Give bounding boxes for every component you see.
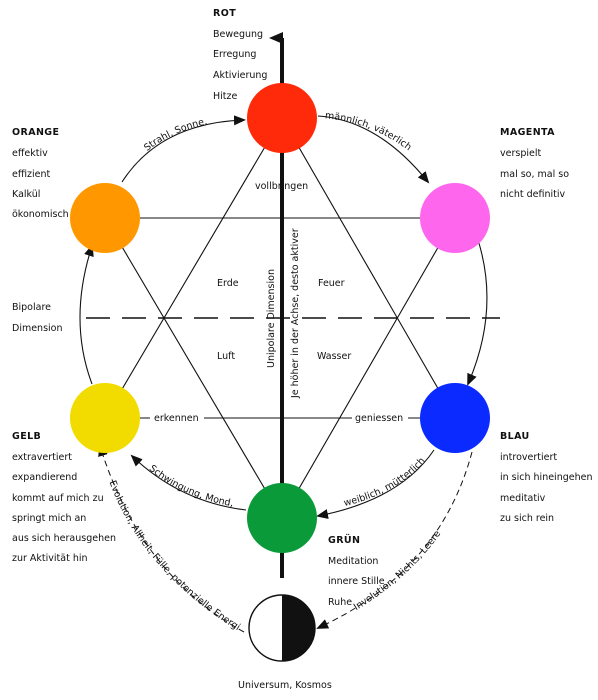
blau-title: BLAU — [500, 431, 530, 442]
rot-line-3: Aktivierung — [213, 70, 267, 81]
magenta-line-2: mal so, mal so — [500, 169, 569, 180]
element-erde: Erde — [217, 278, 239, 289]
magenta-line-1: verspielt — [500, 148, 541, 159]
orange-line-4: ökonomisch — [12, 209, 69, 220]
blau-line-3: meditativ — [500, 493, 546, 504]
triangle-rot-gelb-blau — [104, 116, 456, 419]
element-luft: Luft — [217, 351, 235, 362]
arc-label-maennlich: männlich, väterlich — [324, 110, 413, 153]
arc-gelb-orange — [79, 244, 94, 385]
kosmos-half-circle-icon — [248, 594, 316, 662]
arc-label-weiblich: weiblich, mütterlich — [343, 456, 428, 509]
node-gruen — [247, 483, 317, 553]
rot-line-4: Hitze — [213, 91, 237, 102]
magenta-line-3: nicht definitiv — [500, 189, 566, 200]
unipolar-label: Unipolare Dimension — [266, 269, 277, 368]
gruen-line-3: Ruhe — [328, 597, 352, 608]
arc-label-schwingung: Schwingung, Mond, — [147, 463, 234, 509]
arc-label-involution: Involution, Nichts, Leere — [352, 528, 443, 612]
unipolar-sub-label: Je höher in der Achse, desto aktiver — [290, 228, 301, 399]
node-orange — [70, 183, 140, 253]
gelb-line-6: zur Aktivität hin — [12, 553, 88, 564]
arc-label-strahl: Strahl, Sonne, — [142, 116, 208, 153]
arc-magenta-blau — [467, 239, 488, 386]
gruen-line-1: Meditation — [328, 556, 378, 567]
geniessen-label: geniessen — [355, 413, 403, 424]
orange-title: ORANGE — [12, 127, 59, 138]
orange-line-1: effektiv — [12, 148, 48, 159]
arc-blau-gruen — [316, 449, 435, 519]
dashed-arc-blau-kosmos — [316, 451, 473, 629]
node-blau — [420, 383, 490, 453]
gelb-line-5: aus sich herausgehen — [12, 533, 116, 544]
element-wasser: Wasser — [317, 351, 351, 362]
gelb-line-1: extravertiert — [12, 452, 72, 463]
gelb-line-3: kommt auf mich zu — [12, 493, 104, 504]
gelb-title: GELB — [12, 431, 41, 442]
element-feuer: Feuer — [318, 278, 345, 289]
arc-orange-rot — [121, 115, 246, 183]
arc-rot-magenta — [317, 115, 430, 184]
gelb-line-4: springt mich an — [12, 513, 86, 524]
triangle-gruen-orange-magenta — [104, 217, 456, 520]
blau-line-1: introvertiert — [500, 452, 557, 463]
node-rot — [247, 83, 317, 153]
gruen-line-2: innere Stille — [328, 576, 385, 587]
dashed-arc-kosmos-gelb — [98, 444, 245, 633]
orange-line-2: effizient — [12, 169, 51, 180]
orange-line-3: Kalkül — [12, 189, 40, 200]
gruen-title: GRÜN — [328, 535, 360, 546]
gelb-line-2: expandierend — [12, 472, 77, 483]
blau-line-4: zu sich rein — [500, 513, 554, 524]
arc-gruen-gelb — [130, 454, 247, 511]
bipolar-sub-label: Dimension — [12, 323, 63, 334]
rot-line-2: Erregung — [213, 49, 256, 60]
node-gelb — [70, 383, 140, 453]
rot-line-1: Bewegung — [213, 29, 263, 40]
kosmos-caption: Universum, Kosmos — [238, 680, 332, 691]
bipolar-label: Bipolare — [12, 302, 51, 313]
rot-title: ROT — [213, 8, 236, 19]
erkennen-label: erkennen — [154, 413, 199, 424]
magenta-title: MAGENTA — [500, 127, 555, 138]
blau-line-2: in sich hineingehen — [500, 472, 592, 483]
node-magenta — [420, 183, 490, 253]
rot-sub: vollbringen — [255, 181, 308, 192]
